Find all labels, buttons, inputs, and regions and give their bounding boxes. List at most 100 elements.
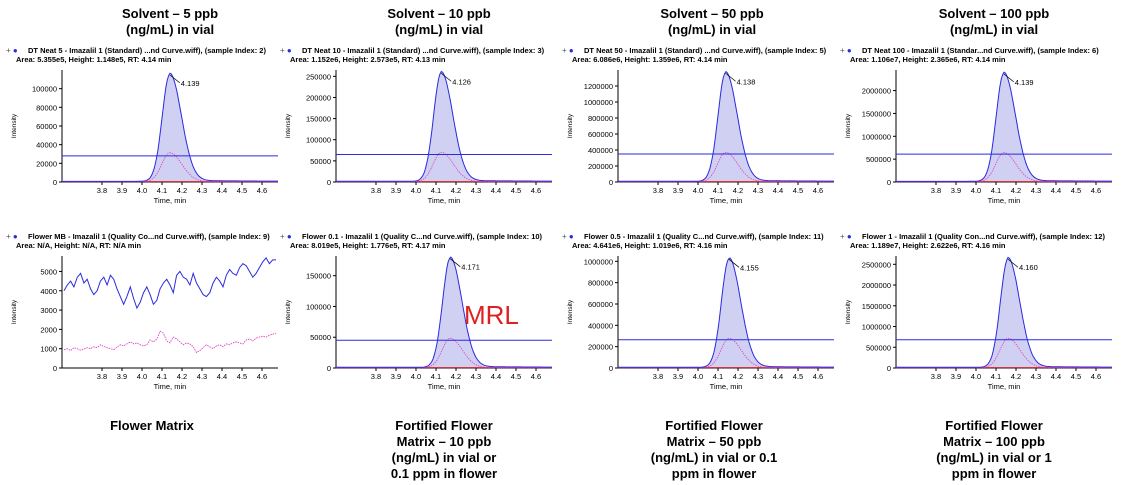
x-tick-label: 4.2 xyxy=(1011,372,1021,381)
y-tick-label: 100000 xyxy=(306,302,331,311)
y-tick-label: 1000000 xyxy=(584,98,613,107)
y-tick-label: 400000 xyxy=(588,321,613,330)
x-tick-label: 4.0 xyxy=(411,372,421,381)
column-title-1-line-1: Solvent – 5 ppb xyxy=(121,6,219,21)
y-tick-label: 400000 xyxy=(588,146,613,155)
y-tick-label: 1500000 xyxy=(862,109,891,118)
x-axis-label: Time, min xyxy=(154,382,187,390)
y-tick-label: 150000 xyxy=(306,272,331,281)
x-tick-label: 4.3 xyxy=(1031,186,1041,195)
peak-area-fill xyxy=(145,73,214,182)
x-tick-label: 4.4 xyxy=(773,186,783,195)
x-tick-label: 4.5 xyxy=(237,372,247,381)
chart-peak-info: Area: N/A, Height: N/A, RT: N/A min xyxy=(16,241,142,250)
x-tick-label: 3.9 xyxy=(951,186,961,195)
column-title-3: Solvent – 50 ppb (ng/mL) in vial xyxy=(612,6,812,38)
column-title-1: Solvent – 5 ppb (ng/mL) in vial xyxy=(70,6,270,38)
y-tick-label: 600000 xyxy=(588,300,613,309)
expand-bullet-icon[interactable]: + ● xyxy=(562,232,574,241)
x-axis-label: Time, min xyxy=(428,382,461,390)
peak-area-fill xyxy=(701,71,770,182)
x-tick-label: 4.3 xyxy=(197,372,207,381)
x-tick-label: 4.0 xyxy=(411,186,421,195)
y-tick-label: 20000 xyxy=(36,159,57,168)
quantifier-ion-trace xyxy=(336,70,552,182)
chromatogram-plot: 0 200000 400000 600000 800000 1000000 1200000 3… xyxy=(567,70,834,204)
chromatogram-plot: 0 500000 1000000 1500000 2000000 2500000 3.8 3.… xyxy=(845,256,1112,390)
y-tick-label: 600000 xyxy=(588,130,613,139)
retention-time-label: 4.139 xyxy=(1015,78,1034,87)
x-tick-label: 3.9 xyxy=(391,186,401,195)
x-tick-label: 4.1 xyxy=(713,186,723,195)
y-tick-label: 2000 xyxy=(40,325,57,334)
x-tick-label: 4.6 xyxy=(1091,372,1101,381)
x-axis-label: Time, min xyxy=(988,382,1021,390)
x-tick-label: 4.4 xyxy=(491,186,501,195)
x-tick-label: 4.1 xyxy=(431,186,441,195)
x-tick-label: 4.0 xyxy=(971,372,981,381)
column-title-3-line-1: Solvent – 50 ppb xyxy=(660,6,764,21)
x-tick-label: 4.6 xyxy=(531,372,541,381)
chromatogram-panel: + ● DT Neat 5 - Imazalil 1 (Standard) ...… xyxy=(6,46,286,208)
quantifier-ion-trace xyxy=(63,257,276,310)
bottom-caption-2-line-1: Fortified Flower xyxy=(395,418,493,433)
x-tick-label: 4.3 xyxy=(1031,372,1041,381)
x-tick-label: 3.9 xyxy=(117,186,127,195)
qualifier-ion-trace xyxy=(63,330,277,354)
x-tick-label: 4.2 xyxy=(177,372,187,381)
chromatogram-panel: + ● Flower 0.1 - Imazalil 1 (Quality C...… xyxy=(280,232,560,394)
x-tick-label: 4.1 xyxy=(991,186,1001,195)
expand-bullet-icon[interactable]: + ● xyxy=(840,232,852,241)
x-tick-label: 4.6 xyxy=(257,186,267,195)
x-tick-label: 3.8 xyxy=(931,186,941,195)
chart-peak-info: Area: 5.355e5, Height: 1.148e5, RT: 4.14… xyxy=(16,55,172,64)
expand-bullet-icon[interactable]: + ● xyxy=(562,46,574,55)
x-tick-label: 3.9 xyxy=(673,186,683,195)
expand-bullet-icon[interactable]: + ● xyxy=(840,46,852,55)
x-tick-label: 4.5 xyxy=(511,372,521,381)
expand-bullet-icon[interactable]: + ● xyxy=(280,232,292,241)
x-tick-label: 4.0 xyxy=(137,372,147,381)
quantifier-ion-trace xyxy=(336,256,552,368)
x-tick-label: 4.0 xyxy=(693,186,703,195)
y-tick-label: 800000 xyxy=(588,279,613,288)
x-axis-label: Time, min xyxy=(154,196,187,204)
chromatogram-plot: 0 1000 2000 3000 4000 5000 3.8 3.9 4.0 4.1 4.2 4.3 4… xyxy=(11,256,278,390)
y-tick-label: 60000 xyxy=(36,122,57,131)
chart-peak-info: Area: 1.189e7, Height: 2.622e6, RT: 4.16… xyxy=(850,241,1006,250)
y-tick-label: 0 xyxy=(53,178,57,187)
column-title-2-line-1: Solvent – 10 ppb xyxy=(387,6,491,21)
retention-time-label: 4.126 xyxy=(452,77,471,86)
y-axis-label: Intensity xyxy=(845,113,852,138)
expand-bullet-icon[interactable]: + ● xyxy=(280,46,292,55)
y-tick-label: 0 xyxy=(609,364,613,373)
y-tick-label: 800000 xyxy=(588,114,613,123)
chromatogram-plot: 0 500000 1000000 1500000 2000000 3.8 3.9 4.0 4.1… xyxy=(845,70,1112,204)
chromatogram-plot: 0 200000 400000 600000 800000 1000000 3.8 3.9 4.… xyxy=(567,256,834,390)
x-tick-label: 4.5 xyxy=(793,372,803,381)
y-tick-label: 1500000 xyxy=(862,302,891,311)
y-tick-label: 40000 xyxy=(36,141,57,150)
peak-area-fill xyxy=(705,258,773,368)
bottom-caption-3-line-4: ppm in flower xyxy=(671,466,757,481)
x-tick-label: 4.2 xyxy=(451,186,461,195)
column-title-2-line-2: (ng/mL) in vial xyxy=(394,22,484,37)
x-tick-label: 4.2 xyxy=(1011,186,1021,195)
y-axis-label: Intensity xyxy=(567,299,574,324)
column-title-4-line-2: (ng/mL) in vial xyxy=(949,22,1039,37)
y-tick-label: 1200000 xyxy=(584,82,613,91)
chromatogram-panel: + ● DT Neat 100 - Imazalil 1 (Standar...n… xyxy=(840,46,1120,208)
retention-time-label: 4.171 xyxy=(461,263,480,272)
expand-bullet-icon[interactable]: + ● xyxy=(6,232,18,241)
bottom-caption-4-line-2: Matrix – 100 ppb xyxy=(943,434,1045,449)
y-tick-label: 250000 xyxy=(306,72,331,81)
y-tick-label: 1000000 xyxy=(584,257,613,266)
y-axis-label: Intensity xyxy=(567,113,574,138)
apex-leader-line xyxy=(1007,258,1019,268)
bottom-caption-3-line-1: Fortified Flower xyxy=(665,418,763,433)
y-tick-label: 500000 xyxy=(866,155,891,164)
chromatogram-plot: 0 50000 100000 150000 200000 250000 3.8 3.9 4.0 4… xyxy=(285,70,552,204)
x-tick-label: 3.8 xyxy=(371,186,381,195)
expand-bullet-icon[interactable]: + ● xyxy=(6,46,18,55)
x-tick-label: 3.8 xyxy=(931,372,941,381)
